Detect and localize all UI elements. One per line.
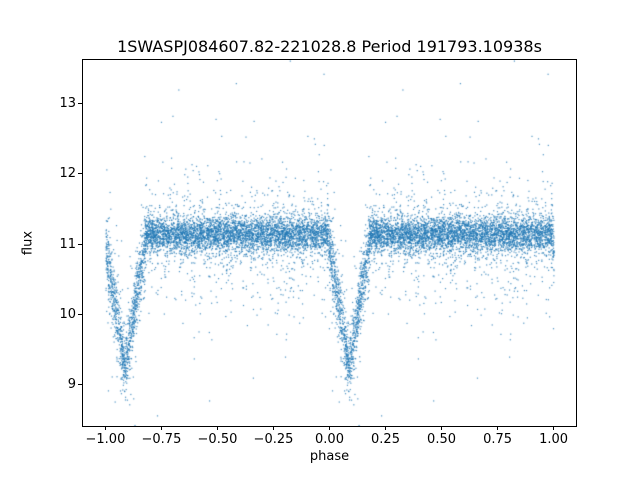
x-tick-label: 0.50	[427, 432, 456, 447]
chart-title: 1SWASPJ084607.82-221028.8 Period 191793.…	[117, 37, 542, 56]
x-axis-label: phase	[309, 449, 350, 464]
x-tick-label: −0.25	[253, 432, 294, 447]
x-tick-mark	[553, 426, 555, 430]
y-tick-mark	[78, 384, 82, 386]
y-tick-label: 11	[59, 236, 76, 252]
y-tick-mark	[78, 103, 82, 105]
x-tick-label: −0.50	[197, 432, 238, 447]
x-tick-mark	[329, 426, 330, 430]
x-tick-mark	[497, 426, 499, 430]
y-tick-mark	[78, 313, 82, 315]
x-tick-mark	[441, 426, 443, 430]
y-tick-label: 10	[59, 306, 76, 322]
x-tick-mark	[104, 426, 106, 430]
y-tick-mark	[78, 243, 82, 245]
x-tick-label: −1.00	[85, 432, 126, 447]
x-tick-label: 0.25	[371, 432, 400, 447]
y-tick-label: 9	[67, 377, 76, 393]
x-tick-label: −0.75	[141, 432, 182, 447]
y-tick-mark	[78, 173, 82, 175]
x-tick-label: 1.00	[539, 432, 569, 447]
x-tick-label: 0.75	[483, 432, 513, 447]
scatter-points	[83, 60, 576, 426]
plot-area: −1.00 −0.75 −0.50 −0.25 0.00 0.25 0.50 0.75 1.00…	[59, 59, 577, 447]
x-tick-mark	[385, 426, 387, 430]
y-tick-label: 13	[59, 96, 76, 112]
x-tick-mark	[160, 426, 162, 430]
x-tick-label: 0.00	[315, 432, 344, 447]
x-tick-mark	[216, 426, 218, 430]
x-tick-mark	[272, 426, 274, 430]
y-tick-label: 12	[59, 166, 76, 182]
